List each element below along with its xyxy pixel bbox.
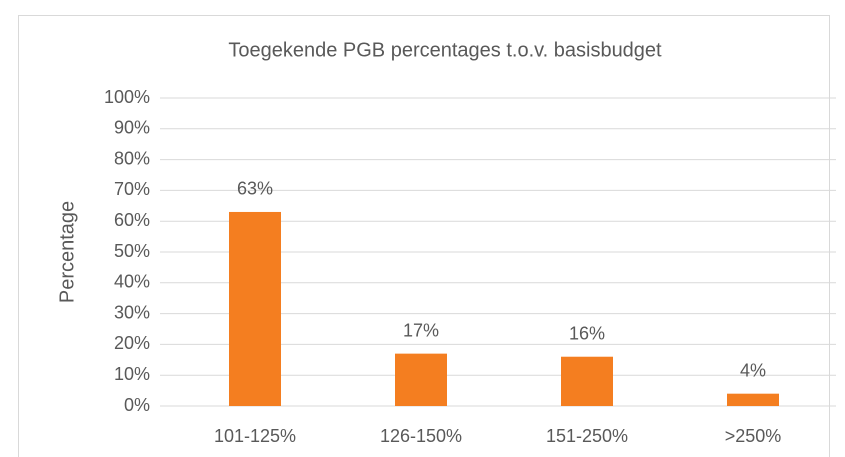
y-tick-label: 70%	[114, 179, 150, 199]
bar	[727, 393, 779, 406]
y-tick-label: 50%	[114, 241, 150, 261]
bar	[395, 353, 447, 406]
y-axis-label: Percentage	[56, 201, 78, 303]
x-tick-label: 126-150%	[380, 426, 462, 446]
y-tick-label: 40%	[114, 272, 150, 292]
data-label: 16%	[569, 323, 605, 343]
chart-title: Toegekende PGB percentages t.o.v. basisb…	[228, 39, 662, 61]
y-tick-label: 10%	[114, 364, 150, 384]
y-tick-label: 90%	[114, 118, 150, 138]
bar	[561, 356, 613, 406]
y-tick-label: 30%	[114, 302, 150, 322]
bar	[229, 211, 281, 406]
y-tick-label: 60%	[114, 210, 150, 230]
x-tick-label: 101-125%	[214, 426, 296, 446]
data-label: 17%	[403, 320, 439, 340]
y-tick-label: 80%	[114, 148, 150, 168]
x-tick-label: 151-250%	[546, 426, 628, 446]
x-tick-label: >250%	[725, 426, 782, 446]
y-tick-label: 20%	[114, 333, 150, 353]
y-tick-label: 0%	[124, 395, 150, 415]
data-label: 63%	[237, 179, 273, 199]
y-tick-label: 100%	[104, 87, 150, 107]
data-label: 4%	[740, 360, 766, 380]
